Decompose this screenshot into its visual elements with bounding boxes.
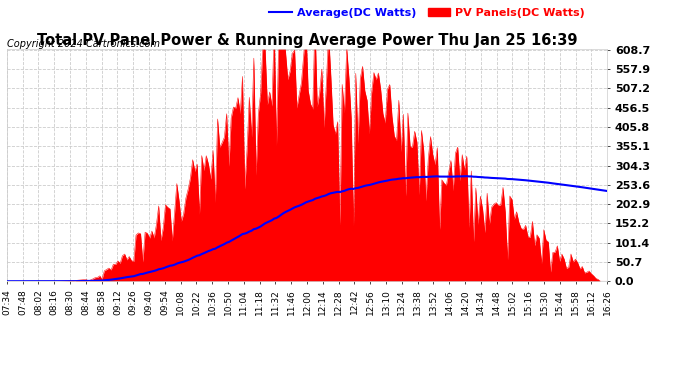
Legend: Average(DC Watts), PV Panels(DC Watts): Average(DC Watts), PV Panels(DC Watts): [265, 3, 590, 22]
Text: Copyright 2024 Cartronics.com: Copyright 2024 Cartronics.com: [7, 39, 160, 50]
Title: Total PV Panel Power & Running Average Power Thu Jan 25 16:39: Total PV Panel Power & Running Average P…: [37, 33, 578, 48]
